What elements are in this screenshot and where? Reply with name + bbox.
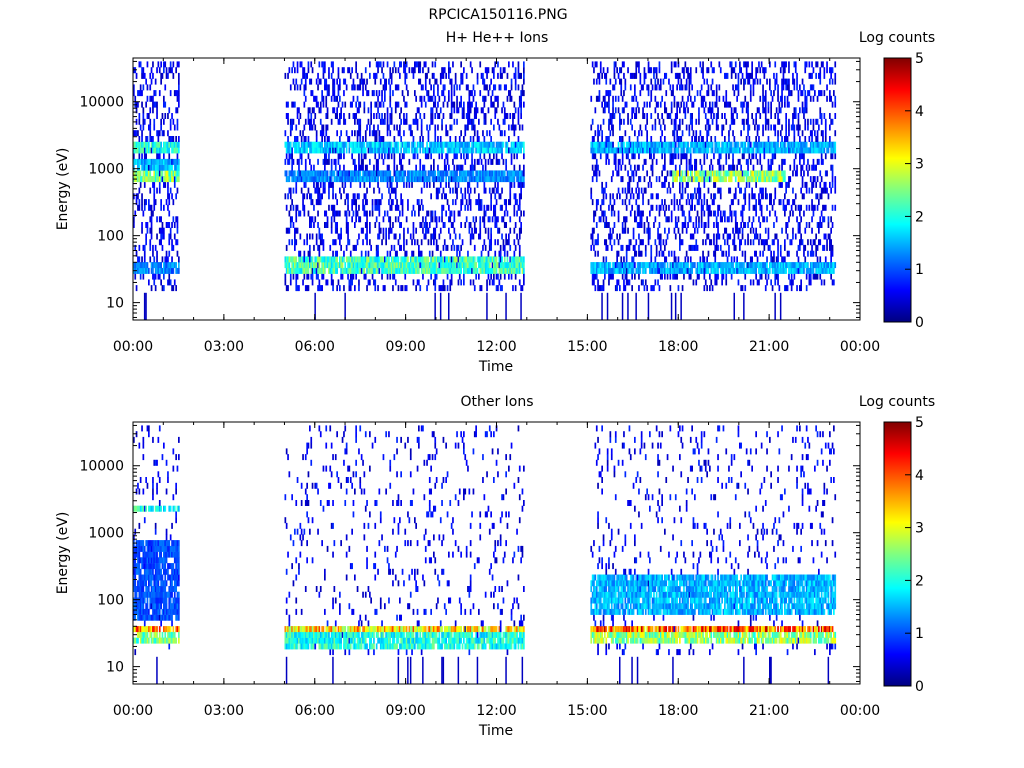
y-tick-label: 10000	[79, 459, 124, 475]
y-axis-label: Energy (eV)	[55, 148, 71, 231]
x-tick-label: 18:00	[658, 339, 698, 355]
heatmap-cells	[133, 425, 837, 684]
x-tick-label: 15:00	[567, 339, 607, 355]
x-tick-label: 21:00	[749, 339, 789, 355]
x-tick-label: 03:00	[204, 339, 244, 355]
figure-title: RPCICA150116.PNG	[428, 7, 567, 23]
colorbar-label: Log counts	[859, 394, 935, 410]
x-tick-label: 06:00	[295, 339, 335, 355]
colorbar-tick-label: 4	[915, 468, 924, 484]
y-tick-label: 10000	[79, 95, 124, 111]
y-tick-label: 1000	[88, 162, 124, 178]
x-tick-label: 00:00	[113, 703, 153, 719]
colorbar-tick-label: 2	[915, 573, 924, 589]
y-axis: 10 100 1000 10000	[79, 424, 860, 682]
x-tick-label: 03:00	[204, 703, 244, 719]
x-tick-label: 15:00	[567, 703, 607, 719]
colorbar-tick-label: 3	[915, 521, 924, 537]
y-tick-label: 100	[97, 593, 124, 609]
x-axis: 00:00 03:00 06:00 09:00 12:00 15:00 18:00 21:00…	[113, 58, 880, 355]
colorbar-gradient	[883, 57, 912, 323]
y-tick-label: 10	[106, 296, 124, 312]
colorbar-tick-label: 3	[915, 157, 924, 173]
other-ions-panel: Other Ions 00:00 03:00 06:00 09:00 12:00 15:0…	[55, 394, 935, 739]
x-axis-label: Time	[478, 723, 513, 739]
colorbar-tick-label: 1	[915, 626, 924, 642]
x-tick-label: 12:00	[476, 339, 516, 355]
y-axis: 10 100 1000 10000	[79, 60, 860, 318]
x-tick-label: 09:00	[385, 703, 425, 719]
x-tick-label: 06:00	[295, 703, 335, 719]
y-tick-label: 1000	[88, 526, 124, 542]
colorbar: Log counts 0 1 2 3 4 5	[859, 394, 935, 695]
colorbar-tick-label: 2	[915, 209, 924, 225]
panel-title: Other Ions	[460, 394, 533, 410]
x-tick-label: 00:00	[113, 339, 153, 355]
x-tick-label: 00:00	[840, 339, 880, 355]
x-tick-label: 18:00	[658, 703, 698, 719]
h-he-ions-panel: H+ He++ Ions 00:00 03:00 06:00 09:00 12:00 15…	[55, 30, 935, 375]
colorbar-tick-label: 1	[915, 262, 924, 278]
colorbar-gradient	[883, 421, 912, 687]
colorbar-tick-label: 5	[915, 415, 924, 431]
x-tick-label: 09:00	[385, 339, 425, 355]
colorbar-tick-label: 4	[915, 104, 924, 120]
x-axis-label: Time	[478, 359, 513, 375]
colorbar: Log counts 0 1 2 3 4 5	[859, 30, 935, 331]
x-tick-label: 12:00	[476, 703, 516, 719]
x-tick-label: 21:00	[749, 703, 789, 719]
colorbar-label: Log counts	[859, 30, 935, 46]
colorbar-tick-label: 0	[915, 315, 924, 331]
colorbar-tick-label: 0	[915, 679, 924, 695]
colorbar-tick-label: 5	[915, 51, 924, 67]
y-axis-label: Energy (eV)	[55, 512, 71, 595]
y-tick-label: 10	[106, 660, 124, 676]
y-tick-label: 100	[97, 229, 124, 245]
panel-title: H+ He++ Ions	[446, 30, 549, 46]
x-axis: 00:00 03:00 06:00 09:00 12:00 15:00 18:00 21:00…	[113, 422, 880, 719]
x-tick-label: 00:00	[840, 703, 880, 719]
heatmap-cells	[133, 61, 837, 320]
